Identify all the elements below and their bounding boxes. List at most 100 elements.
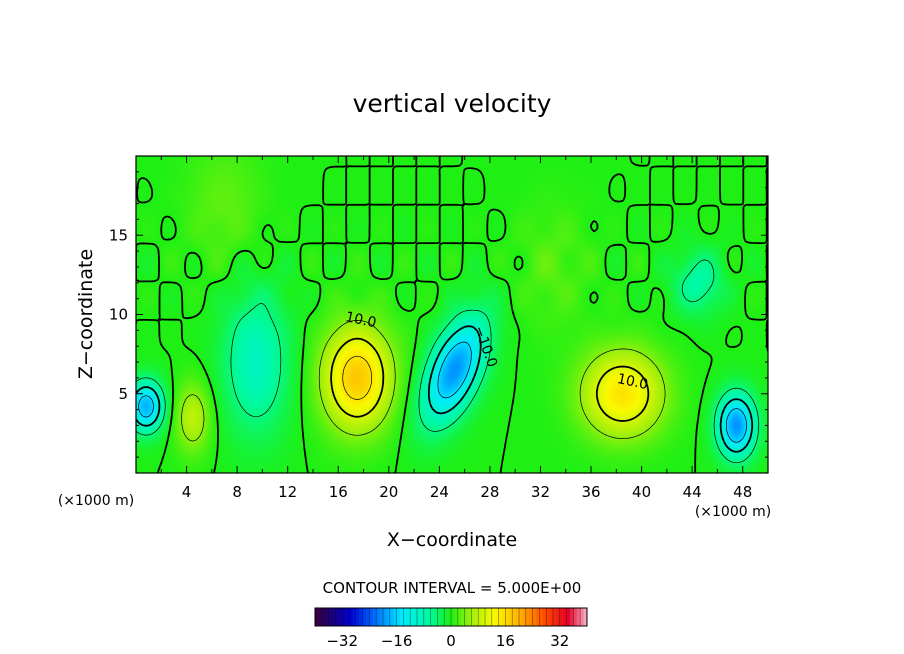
colorbar-tick-label: 0: [446, 632, 456, 650]
colorbar-band: [471, 608, 476, 626]
x-tick-label: 4: [182, 483, 192, 501]
colorbar-band: [372, 608, 377, 626]
x-tick-label: 36: [581, 483, 600, 501]
colorbar-band: [406, 608, 411, 626]
colorbar-frame: [314, 607, 588, 627]
colorbar-band: [325, 608, 329, 626]
colorbar-band: [529, 608, 533, 626]
contour-label-2: 10.0: [616, 371, 650, 393]
colorbar-band: [444, 608, 448, 626]
colorbar-band: [468, 608, 472, 626]
colorbar-band: [559, 608, 564, 626]
colorbar-band: [315, 608, 319, 626]
colorbar-band: [556, 608, 561, 626]
colorbar-band: [349, 608, 353, 626]
colorbar-band: [352, 608, 357, 626]
colorbar-band: [495, 608, 499, 626]
colorbar-ticks: −32 −16 0 16 32: [326, 632, 569, 650]
contour-level-pos10: [330, 337, 650, 422]
colorbar-band: [474, 608, 479, 626]
y-axis-label: Z−coordinate: [75, 249, 97, 379]
x-tick-label: 44: [683, 483, 702, 501]
contour-level-neg5: [136, 259, 760, 464]
colorbar-band: [383, 608, 387, 626]
colorbar-band: [454, 608, 459, 626]
colorbar-band: [525, 608, 530, 626]
contour-label-0: 10.0: [344, 309, 378, 331]
x-axis-label: X−coordinate: [387, 529, 517, 551]
colorbar-band: [440, 608, 445, 626]
colorbar-band: [447, 608, 452, 626]
colorbar-band: [553, 608, 557, 626]
y-tick-label: 15: [109, 226, 128, 244]
y-tick-label: 10: [109, 306, 128, 324]
colorbar-band: [481, 608, 486, 626]
colorbar-tick-label: −32: [326, 632, 358, 650]
contour-level-pos5: [181, 320, 666, 442]
colorbar-band: [366, 608, 370, 626]
x-tick-label: 8: [232, 483, 242, 501]
colorbar-band: [583, 608, 588, 626]
colorbar-tick-label: 32: [550, 632, 569, 650]
colorbar-band: [580, 608, 584, 626]
colorbar-band: [512, 608, 516, 626]
y-axis-ticks: 5 10 15: [109, 171, 768, 458]
colorbar-band: [359, 608, 363, 626]
colorbar-band: [539, 608, 544, 626]
x-axis-ticks: 4 8 12 16 20 24 28 32 36 40 44 48: [160, 156, 752, 501]
colorbar-band: [485, 608, 489, 626]
x-tick-label: 12: [278, 483, 297, 501]
colorbar-band: [345, 608, 350, 626]
colorbar-band: [566, 608, 571, 626]
colorbar-band: [536, 608, 540, 626]
colorbar-band: [386, 608, 391, 626]
x-tick-label: 20: [379, 483, 398, 501]
colorbar-band: [379, 608, 384, 626]
colorbar-band: [342, 608, 346, 626]
colorbar-band: [549, 608, 554, 626]
colorbar-band: [461, 608, 465, 626]
colorbar-band: [332, 608, 336, 626]
colorbar-band: [478, 608, 482, 626]
contour-level-neg15: [138, 341, 747, 443]
contour-interval-label: CONTOUR INTERVAL = 5.000E+00: [323, 579, 582, 597]
contour-level-neg10: [136, 325, 754, 453]
x-tick-label: 48: [733, 483, 752, 501]
colorbar-band: [563, 608, 567, 626]
colorbar-band: [546, 608, 550, 626]
colorbar-band: [328, 608, 333, 626]
colorbar-band: [396, 608, 401, 626]
colorbar-band: [430, 608, 435, 626]
colorbar-band: [420, 608, 425, 626]
colorbar-tick-label: −16: [381, 632, 413, 650]
plot-area: [136, 156, 768, 473]
colorbar-band: [451, 608, 455, 626]
x-unit-label-right: (×1000 m): [695, 504, 771, 520]
colorbar-band: [437, 608, 442, 626]
colorbar-band: [570, 608, 574, 626]
colorbar-band: [427, 608, 431, 626]
colorbar-band: [491, 608, 496, 626]
colorbar-band: [423, 608, 428, 626]
colorbar-band: [457, 608, 462, 626]
colorbar-band: [573, 608, 578, 626]
colorbar-tick-label: 16: [496, 632, 515, 650]
colorbar-band: [362, 608, 367, 626]
x-unit-label-left: (×1000 m): [58, 493, 134, 509]
colorbar-band: [413, 608, 418, 626]
colorbar-band: [488, 608, 493, 626]
colorbar: [314, 607, 588, 627]
colorbar-band: [389, 608, 394, 626]
colorbar-band: [393, 608, 397, 626]
colorbar-band: [434, 608, 438, 626]
colorbar-band: [542, 608, 547, 626]
velocity-field-shading: [136, 156, 768, 473]
colorbar-band: [532, 608, 537, 626]
colorbar-band: [505, 608, 510, 626]
colorbar-band: [376, 608, 380, 626]
colorbar-band: [410, 608, 414, 626]
y-tick-label: 5: [118, 385, 128, 403]
colorbar-band: [502, 608, 506, 626]
colorbar-band: [417, 608, 421, 626]
